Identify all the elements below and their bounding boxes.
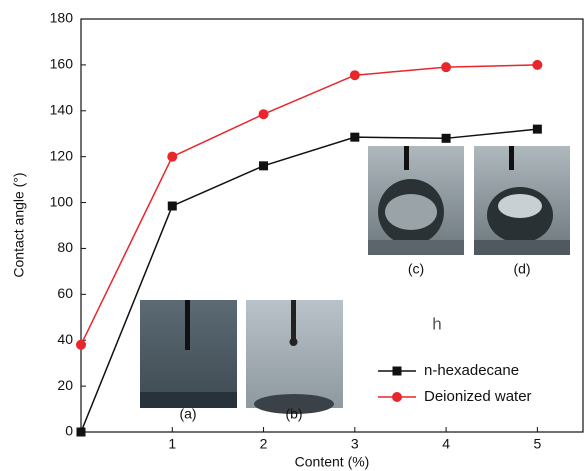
x-axis-label: Content (%)	[295, 454, 370, 470]
x-tick-label: 5	[533, 436, 541, 452]
data-point	[350, 133, 359, 142]
data-point	[350, 70, 360, 80]
data-point	[77, 428, 86, 437]
data-point	[76, 340, 86, 350]
x-tick-label: 2	[260, 436, 268, 452]
x-tick-label: 4	[442, 436, 450, 452]
y-tick-label: 60	[57, 285, 73, 301]
annotation: h	[432, 314, 441, 333]
page: {"chart_data": {"type": "line", "x_label…	[0, 0, 585, 471]
data-point	[442, 134, 451, 143]
legend-marker	[392, 392, 402, 402]
y-tick-label: 160	[50, 56, 74, 72]
y-tick-label: 140	[50, 101, 74, 117]
y-tick-label: 180	[50, 10, 74, 26]
y-tick-label: 100	[50, 193, 74, 209]
data-point	[259, 161, 268, 170]
x-tick-label: 3	[351, 436, 359, 452]
legend-label: Deionized water	[424, 388, 532, 405]
y-tick-label: 80	[57, 239, 73, 255]
inset-label: (c)	[408, 261, 424, 277]
inset-label: (d)	[513, 261, 530, 277]
data-point	[168, 201, 177, 210]
y-axis-label: Contact angle (°)	[11, 172, 27, 277]
y-tick-label: 40	[57, 331, 73, 347]
chart: (a) (b) (c) (d) h Content (%) Contact an…	[0, 0, 585, 471]
y-tick-label: 20	[57, 377, 73, 393]
legend-label: n-hexadecane	[424, 362, 519, 379]
data-point	[259, 109, 269, 119]
inset-label: (a)	[179, 406, 196, 422]
data-point	[533, 125, 542, 134]
legend-marker	[393, 367, 402, 376]
y-tick-label: 0	[65, 423, 73, 439]
inset-label: (b)	[285, 406, 302, 422]
x-tick-label: 1	[168, 436, 176, 452]
data-point	[441, 62, 451, 72]
y-tick-label: 120	[50, 147, 74, 163]
data-point	[532, 60, 542, 70]
data-point	[167, 152, 177, 162]
